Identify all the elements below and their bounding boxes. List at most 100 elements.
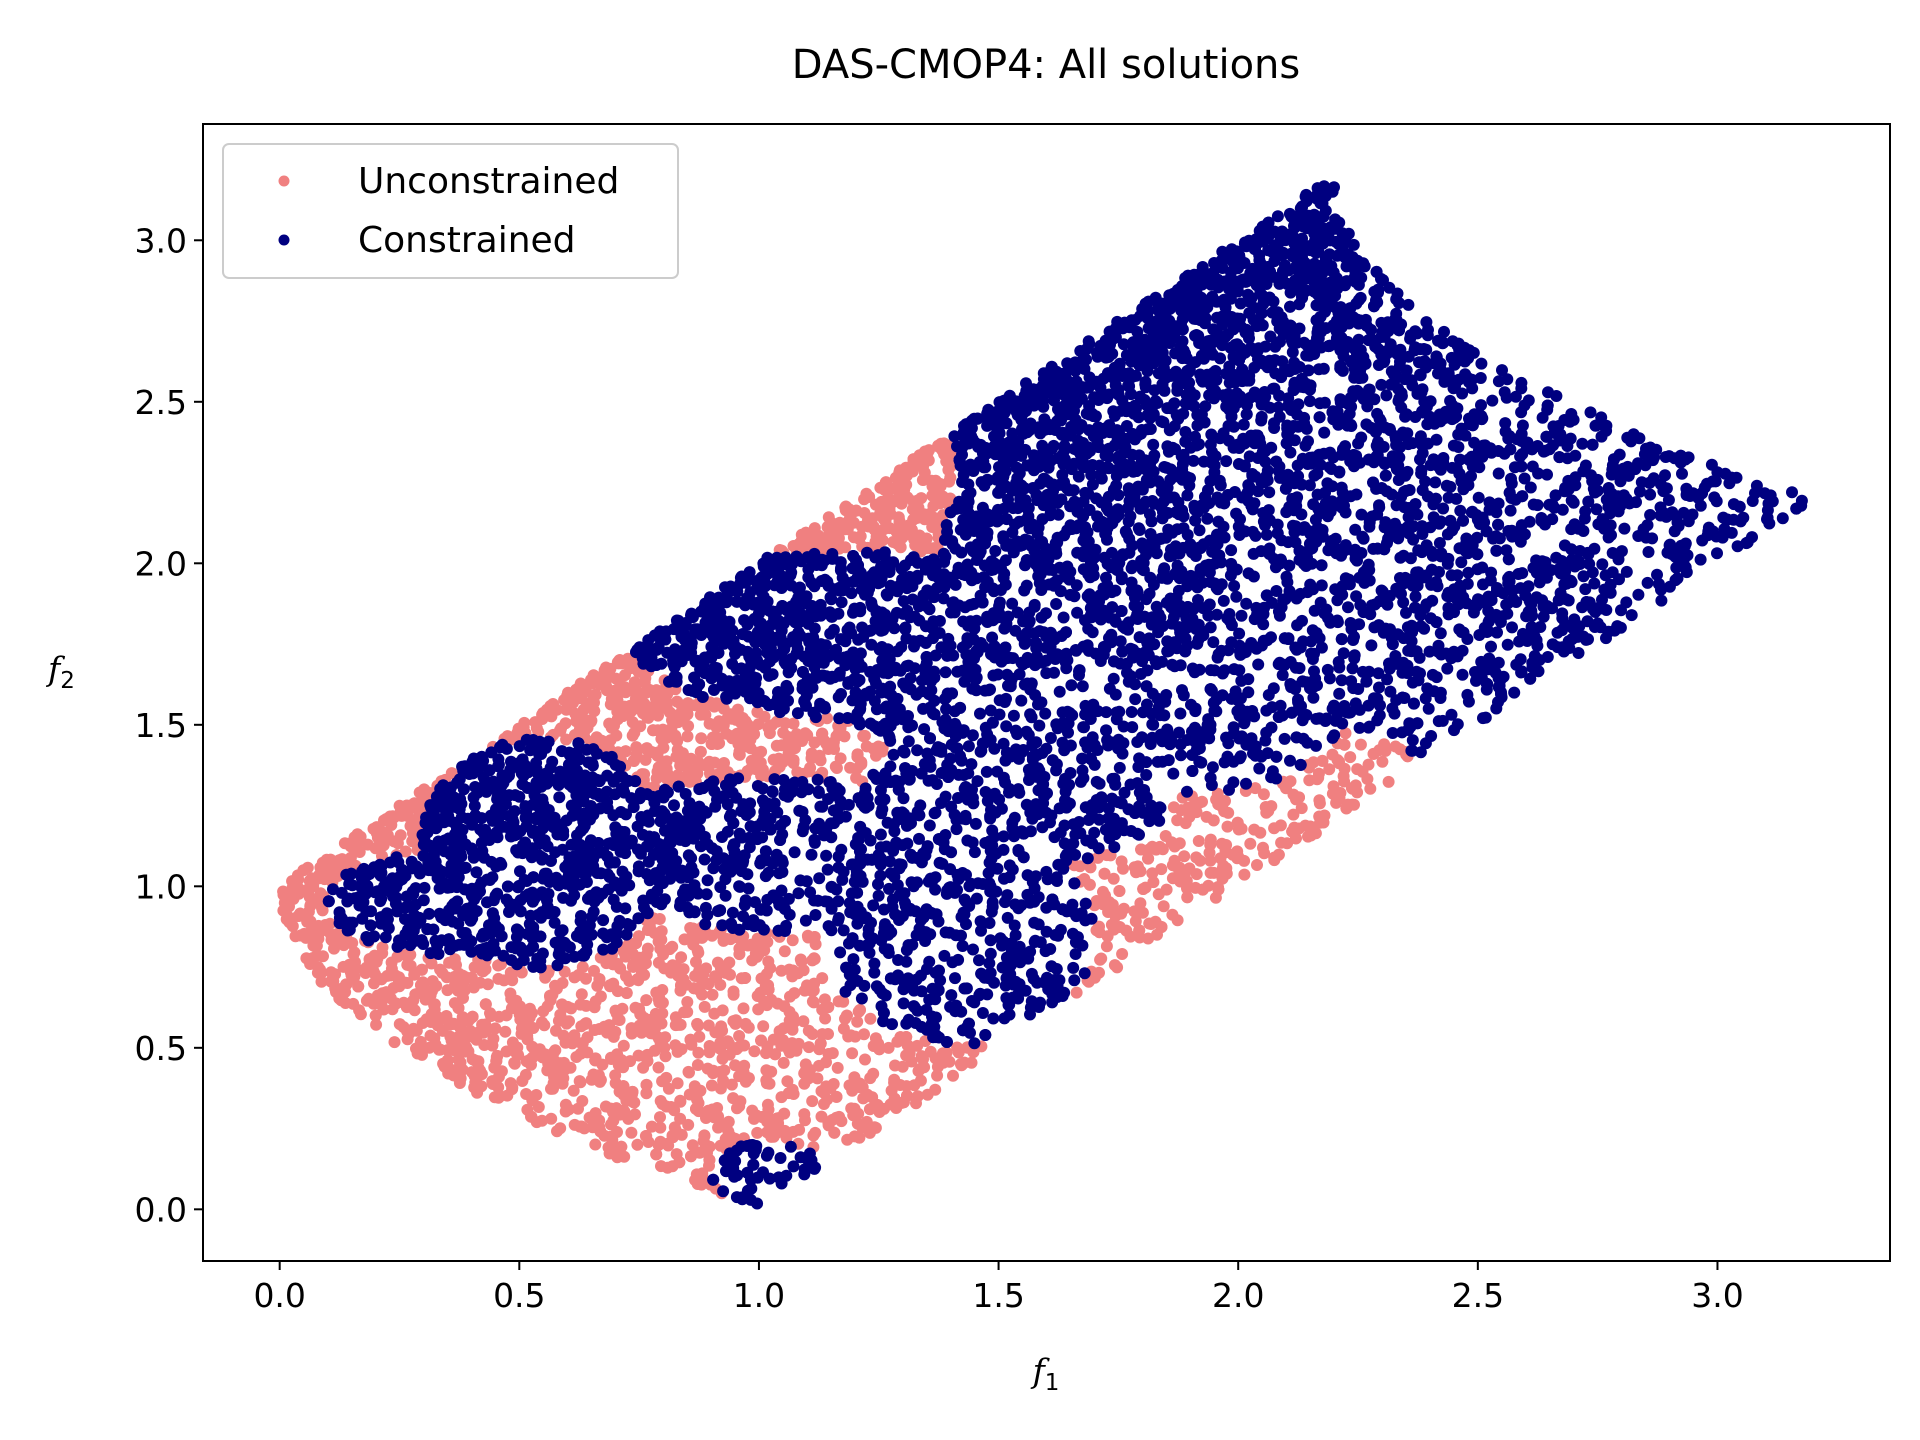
unconstrained-point xyxy=(501,1089,514,1102)
constrained-point xyxy=(1525,621,1538,633)
unconstrained-point xyxy=(695,931,708,944)
unconstrained-point xyxy=(854,1004,866,1016)
constrained-point xyxy=(1433,537,1446,549)
unconstrained-point xyxy=(773,1025,786,1038)
unconstrained-point xyxy=(339,997,352,1009)
unconstrained-point xyxy=(1207,866,1220,879)
unconstrained-point xyxy=(513,1008,526,1021)
unconstrained-point xyxy=(956,1058,968,1071)
unconstrained-point xyxy=(797,964,810,977)
unconstrained-point xyxy=(283,892,296,905)
unconstrained-point xyxy=(574,1076,587,1089)
constrained-point xyxy=(1174,749,1187,762)
unconstrained-point xyxy=(808,931,821,943)
unconstrained-point xyxy=(609,1069,622,1082)
unconstrained-point xyxy=(650,1148,663,1161)
unconstrained-point xyxy=(682,1065,695,1078)
unconstrained-point xyxy=(768,1119,781,1132)
unconstrained-point xyxy=(1268,822,1281,835)
unconstrained-point xyxy=(638,676,651,689)
unconstrained-point xyxy=(760,1047,772,1060)
unconstrained-point xyxy=(926,521,939,533)
constrained-point xyxy=(1020,579,1033,592)
unconstrained-point xyxy=(1354,738,1367,751)
unconstrained-point xyxy=(669,729,682,742)
unconstrained-point xyxy=(1287,808,1300,821)
constrained-point xyxy=(1070,579,1083,592)
unconstrained-point xyxy=(388,1036,401,1049)
unconstrained-point xyxy=(652,691,665,704)
unconstrained-point xyxy=(345,937,358,950)
unconstrained-point xyxy=(874,532,887,545)
constrained-point xyxy=(768,773,781,786)
unconstrained-point xyxy=(1257,788,1270,801)
unconstrained-point xyxy=(299,931,312,944)
constrained-point xyxy=(984,934,997,947)
unconstrained-point xyxy=(807,996,820,1009)
constrained-point xyxy=(923,819,936,832)
unconstrained-point xyxy=(1171,814,1184,827)
unconstrained-point xyxy=(820,1056,832,1069)
unconstrained-point xyxy=(312,932,325,945)
unconstrained-point xyxy=(441,984,454,997)
unconstrained-point xyxy=(545,1112,558,1125)
unconstrained-point xyxy=(890,525,903,538)
unconstrained-point xyxy=(807,984,820,997)
unconstrained-point xyxy=(629,684,642,696)
unconstrained-point xyxy=(688,982,700,995)
unconstrained-point xyxy=(560,733,573,746)
unconstrained-point xyxy=(611,694,624,706)
unconstrained-point xyxy=(593,973,606,986)
unconstrained-point xyxy=(1100,940,1113,953)
unconstrained-point xyxy=(686,1139,699,1152)
unconstrained-point xyxy=(319,919,332,931)
constrained-point xyxy=(719,889,732,902)
unconstrained-point xyxy=(1330,796,1343,809)
unconstrained-point xyxy=(448,1044,461,1057)
constrained-point xyxy=(1486,394,1499,407)
unconstrained-point xyxy=(492,959,505,972)
unconstrained-point xyxy=(570,683,583,696)
unconstrained-point xyxy=(911,1090,924,1103)
constrained-point xyxy=(1437,502,1450,515)
unconstrained-point xyxy=(758,710,771,723)
unconstrained-point xyxy=(769,1048,782,1061)
constrained-point xyxy=(1355,431,1368,444)
unconstrained-point xyxy=(779,717,792,730)
unconstrained-point xyxy=(745,762,758,775)
constrained-point xyxy=(974,915,987,928)
unconstrained-point xyxy=(934,480,947,493)
unconstrained-point xyxy=(452,967,465,980)
unconstrained-point xyxy=(787,754,800,766)
unconstrained-point xyxy=(707,1067,719,1080)
unconstrained-point xyxy=(577,703,590,716)
unconstrained-point xyxy=(674,1018,687,1031)
unconstrained-point xyxy=(787,1125,800,1138)
unconstrained-point xyxy=(1117,902,1130,915)
unconstrained-point xyxy=(1193,796,1206,809)
unconstrained-point xyxy=(814,1037,827,1050)
constrained-point xyxy=(1181,785,1193,798)
unconstrained-point xyxy=(673,1156,686,1169)
unconstrained-point xyxy=(594,1125,607,1138)
constrained-point xyxy=(875,807,888,820)
unconstrained-point xyxy=(727,1092,740,1105)
unconstrained-point xyxy=(893,515,906,528)
unconstrained-point xyxy=(894,541,907,554)
unconstrained-point xyxy=(388,835,401,848)
unconstrained-point xyxy=(1083,878,1096,891)
unconstrained-point xyxy=(611,1126,623,1138)
unconstrained-point xyxy=(1361,773,1374,785)
unconstrained-point xyxy=(526,1040,539,1053)
constrained-point xyxy=(1406,734,1419,747)
constrained-point xyxy=(1452,441,1465,453)
unconstrained-point xyxy=(1196,883,1209,896)
constrained-point xyxy=(1141,698,1153,711)
unconstrained-point xyxy=(458,984,471,997)
unconstrained-point xyxy=(1293,791,1305,804)
unconstrained-point xyxy=(368,949,381,962)
unconstrained-point xyxy=(853,1131,866,1144)
unconstrained-point xyxy=(756,766,769,779)
unconstrained-point xyxy=(806,1095,819,1108)
unconstrained-point xyxy=(489,1022,502,1035)
